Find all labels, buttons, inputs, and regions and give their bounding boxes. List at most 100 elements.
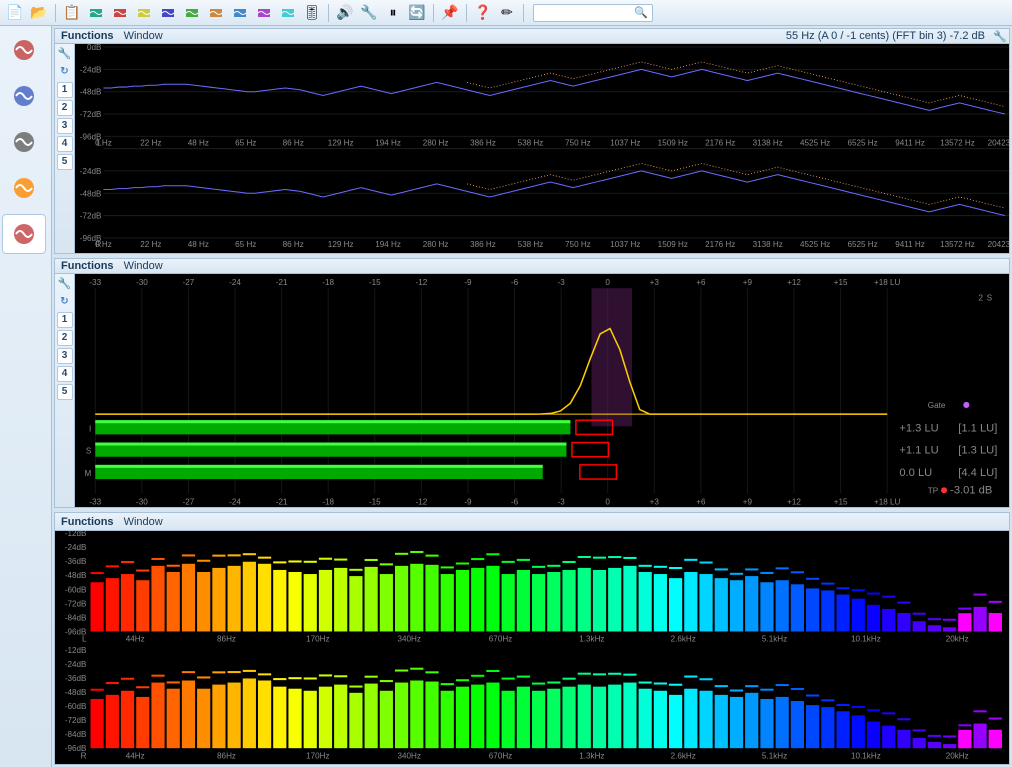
window-menu[interactable]: Window <box>124 260 163 272</box>
svg-text:3138 Hz: 3138 Hz <box>753 240 783 249</box>
wave3-icon[interactable] <box>133 2 155 24</box>
new-icon[interactable]: 📄 <box>4 2 26 24</box>
wave1-icon[interactable] <box>85 2 107 24</box>
svg-text:-9: -9 <box>464 497 472 506</box>
window-menu[interactable]: Window <box>124 30 163 42</box>
svg-text:1.3kHz: 1.3kHz <box>579 635 604 644</box>
edit-icon[interactable]: ✏ <box>496 2 518 24</box>
svg-text:129 Hz: 129 Hz <box>328 240 354 249</box>
svg-text:6525 Hz: 6525 Hz <box>847 138 877 147</box>
search-box[interactable]: 🔍 <box>533 4 653 22</box>
svg-text:-12: -12 <box>416 497 428 506</box>
pin-icon[interactable]: 📌 <box>439 2 461 24</box>
svg-text:170Hz: 170Hz <box>306 635 329 644</box>
copy-icon[interactable]: 📋 <box>61 2 83 24</box>
wave2-icon[interactable] <box>109 2 131 24</box>
loudness-panel: Functions Window 🔧↻12345 -33-33-30-30-27… <box>54 258 1010 508</box>
preset-5[interactable]: 5 <box>57 154 73 170</box>
svg-text:-12: -12 <box>416 278 428 287</box>
mic-icon[interactable]: 🎚 <box>301 2 323 24</box>
svg-text:-27: -27 <box>183 497 195 506</box>
svg-text:670Hz: 670Hz <box>489 635 512 644</box>
svg-text:-6: -6 <box>511 278 519 287</box>
svg-text:-27: -27 <box>183 278 195 287</box>
wave9-icon[interactable] <box>277 2 299 24</box>
svg-text:20423 Hz: 20423 Hz <box>988 138 1009 147</box>
spectrum-panel-header: Functions Window 55 Hz (A 0 / -1 cents) … <box>55 29 1009 44</box>
loudness-tool-column: 🔧 ↻ 1 2 3 4 5 <box>55 274 75 508</box>
refresh-icon[interactable]: ↻ <box>57 294 73 310</box>
svg-text:+12: +12 <box>787 497 801 506</box>
pause-icon[interactable]: ⏸ <box>382 2 404 24</box>
preset-2[interactable]: 2 <box>57 330 73 346</box>
loudness-panel-header: Functions Window <box>55 259 1009 274</box>
preset-1[interactable]: 1 <box>57 312 73 328</box>
wave8-icon[interactable] <box>253 2 275 24</box>
svg-text:S: S <box>987 293 993 302</box>
preset-5[interactable]: 5 <box>57 384 73 400</box>
svg-text:-24dB: -24dB <box>80 167 102 176</box>
wrench-icon[interactable]: 🔧 <box>57 46 73 62</box>
svg-text:-72dB: -72dB <box>65 716 87 725</box>
bar-plot[interactable]: -12dB-24dB-36dB-48dB-60dB-72dB-84dB-96dB… <box>55 531 1009 764</box>
functions-menu[interactable]: Functions <box>61 260 114 272</box>
svg-text:0.0 LU: 0.0 LU <box>899 467 932 479</box>
wave5-icon[interactable] <box>181 2 203 24</box>
window-menu[interactable]: Window <box>124 516 163 528</box>
open-icon[interactable]: 📂 <box>28 2 50 24</box>
preset-4[interactable]: 4 <box>57 136 73 152</box>
svg-text:+3: +3 <box>650 278 660 287</box>
svg-text:-72dB: -72dB <box>80 110 102 119</box>
preset-3[interactable]: 3 <box>57 348 73 364</box>
functions-menu[interactable]: Functions <box>61 30 114 42</box>
preset-3[interactable]: 3 <box>57 118 73 134</box>
svg-text:194 Hz: 194 Hz <box>375 138 401 147</box>
svg-text:[4.4 LU]: [4.4 LU] <box>958 467 997 479</box>
wave-view-icon[interactable] <box>2 30 46 70</box>
functions-menu[interactable]: Functions <box>61 516 114 528</box>
svg-text:+15: +15 <box>834 278 848 287</box>
wrench-icon[interactable]: 🔧 <box>57 276 73 292</box>
svg-text:I: I <box>89 424 91 433</box>
svg-text:86Hz: 86Hz <box>217 635 236 644</box>
svg-text:44Hz: 44Hz <box>126 635 145 644</box>
svg-text:9411 Hz: 9411 Hz <box>895 138 925 147</box>
wave7-icon[interactable] <box>229 2 251 24</box>
svg-text:48 Hz: 48 Hz <box>188 240 209 249</box>
svg-text:280 Hz: 280 Hz <box>423 138 449 147</box>
speaker-icon[interactable]: 🔊 <box>334 2 356 24</box>
refresh-icon[interactable]: ↻ <box>57 64 73 80</box>
spectrum-plot[interactable]: 0dB-24dB-48dB-72dB-96dB0 Hz22 Hz48 Hz65 … <box>75 44 1009 253</box>
wave6-icon[interactable] <box>205 2 227 24</box>
svg-text:-48dB: -48dB <box>80 189 102 198</box>
help-icon[interactable]: ❓ <box>472 2 494 24</box>
refresh-icon[interactable]: 🔄 <box>406 2 428 24</box>
preset-1[interactable]: 1 <box>57 82 73 98</box>
wrench-icon[interactable]: 🔧 <box>358 2 380 24</box>
processor-view-icon[interactable] <box>2 214 46 254</box>
preset-4[interactable]: 4 <box>57 366 73 382</box>
svg-text:4525 Hz: 4525 Hz <box>800 138 830 147</box>
loudness-plot[interactable]: -33-33-30-30-27-27-24-24-21-21-18-18-15-… <box>75 274 1009 508</box>
panel-config-icon[interactable]: 🔧 <box>993 30 1007 43</box>
svg-text:194 Hz: 194 Hz <box>375 240 401 249</box>
svg-text:386 Hz: 386 Hz <box>470 240 496 249</box>
svg-text:20kHz: 20kHz <box>946 635 969 644</box>
svg-text:-12dB: -12dB <box>65 531 87 538</box>
wave4-icon[interactable] <box>157 2 179 24</box>
svg-text:22 Hz: 22 Hz <box>140 240 161 249</box>
rss-view-icon[interactable] <box>2 168 46 208</box>
grid-view-icon[interactable] <box>2 122 46 162</box>
svg-text:-24dB: -24dB <box>80 65 102 74</box>
spectrum-view-icon[interactable] <box>2 76 46 116</box>
svg-text:10.1kHz: 10.1kHz <box>851 635 881 644</box>
svg-text:48 Hz: 48 Hz <box>188 138 209 147</box>
svg-text:-24: -24 <box>229 497 241 506</box>
svg-text:2176 Hz: 2176 Hz <box>705 138 735 147</box>
svg-text:-33: -33 <box>89 278 101 287</box>
preset-2[interactable]: 2 <box>57 100 73 116</box>
svg-text:-72dB: -72dB <box>80 211 102 220</box>
svg-text:538 Hz: 538 Hz <box>518 138 544 147</box>
svg-text:2: 2 <box>979 293 984 302</box>
svg-text:1.3kHz: 1.3kHz <box>579 751 604 760</box>
